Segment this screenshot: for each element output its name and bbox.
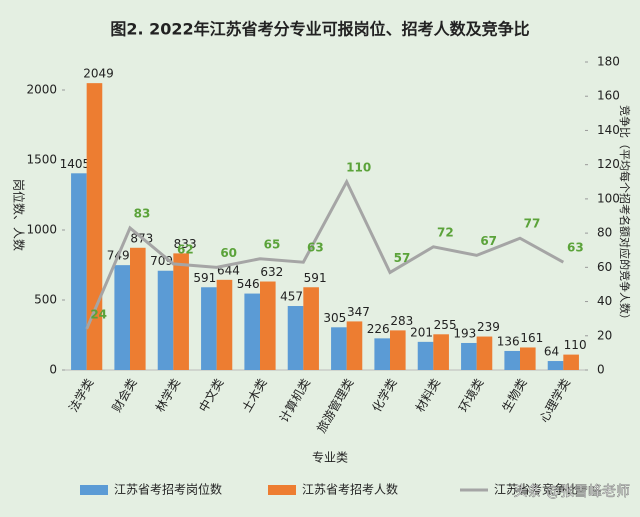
line-value-label: 60 xyxy=(220,246,237,260)
bar xyxy=(504,350,520,370)
bar-value-label: 64 xyxy=(544,345,559,359)
bar xyxy=(461,342,477,370)
bar xyxy=(287,306,304,370)
bar-value-label: 239 xyxy=(477,320,500,334)
bar xyxy=(303,287,319,370)
legend-swatch xyxy=(268,485,296,495)
x-tick-label: 化学类 xyxy=(369,376,400,415)
bar-value-label: 255 xyxy=(434,318,457,332)
y2-axis-title: 竞争比（平均每个招考名额对应的竞争人数） xyxy=(618,105,632,325)
line-value-label: 63 xyxy=(567,241,584,255)
line-value-label: 65 xyxy=(264,237,281,251)
line-value-label: 67 xyxy=(480,234,497,248)
bar-value-label: 1405 xyxy=(60,157,91,171)
line-value-label: 57 xyxy=(394,251,411,265)
legend-label: 江苏省考招考人数 xyxy=(302,482,398,497)
line xyxy=(85,178,565,330)
y-tick-label: 2000 xyxy=(26,83,57,97)
x-tick-label: 法学类 xyxy=(65,376,96,415)
bar xyxy=(563,354,579,370)
x-tick-label: 生物类 xyxy=(499,376,529,414)
y2-tick-label: 80 xyxy=(597,226,612,240)
line-value-label: 72 xyxy=(437,225,454,239)
bar-value-label: 161 xyxy=(520,331,543,345)
x-tick-label: 心理学类 xyxy=(536,376,573,425)
bar-value-label: 347 xyxy=(347,305,370,319)
bar-value-label: 283 xyxy=(390,314,413,328)
x-tick-label: 林学类 xyxy=(152,376,183,415)
bar-value-label: 833 xyxy=(174,237,197,251)
watermark: 头条 @张雪峰老师 xyxy=(514,483,630,500)
bar xyxy=(130,247,146,370)
y2-tick-label: 120 xyxy=(597,157,620,171)
x-tick-label: 计算机类 xyxy=(276,376,313,425)
bar xyxy=(520,347,536,370)
y2-tick-label: 160 xyxy=(597,89,620,103)
y-tick-label: 500 xyxy=(34,293,57,307)
chart-title: 图2. 2022年江苏省考分专业可报岗位、招考人数及竞争比 xyxy=(110,20,529,39)
bar-value-label: 110 xyxy=(564,338,587,352)
bar-value-label: 2049 xyxy=(83,67,114,81)
bar-value-label: 632 xyxy=(260,265,283,279)
line-value-label: 62 xyxy=(177,242,194,256)
bar-value-label: 305 xyxy=(323,311,346,325)
bar xyxy=(374,338,390,370)
bar xyxy=(547,361,564,370)
bar xyxy=(201,287,217,370)
bar xyxy=(331,327,347,370)
line-value-label: 24 xyxy=(90,307,107,321)
bar xyxy=(244,293,260,370)
bar-value-label: 226 xyxy=(367,322,390,336)
x-axis-title: 专业类 xyxy=(312,450,348,465)
legend-swatch xyxy=(80,485,108,495)
line-value-label: 83 xyxy=(134,206,151,220)
bar xyxy=(173,253,189,370)
bar xyxy=(71,173,87,370)
bar xyxy=(417,341,434,370)
y-tick-label: 0 xyxy=(49,363,57,377)
bar xyxy=(346,321,363,370)
y2-tick-label: 140 xyxy=(597,123,620,137)
x-tick-label: 环境类 xyxy=(455,376,486,415)
bar xyxy=(476,336,493,370)
x-tick-label: 旅游管理类 xyxy=(313,376,356,435)
y2-tick-label: 0 xyxy=(597,363,605,377)
line-value-label: 110 xyxy=(346,160,371,174)
y2-tick-label: 180 xyxy=(597,55,620,69)
y2-tick-label: 20 xyxy=(597,328,612,342)
bar-value-label: 136 xyxy=(497,334,520,348)
y-tick-label: 1000 xyxy=(26,223,57,237)
y-tick-label: 1500 xyxy=(26,153,57,167)
bar xyxy=(216,279,233,370)
x-tick-label: 财会类 xyxy=(109,376,139,414)
line-value-label: 63 xyxy=(307,241,324,255)
legend-label: 江苏省考竞争比 xyxy=(494,483,578,497)
y2-tick-label: 100 xyxy=(597,191,620,205)
bar-value-label: 591 xyxy=(193,271,216,285)
x-tick-label: 材料类 xyxy=(413,376,443,414)
x-tick-label: 土木类 xyxy=(239,376,269,414)
line-value-label: 77 xyxy=(524,217,541,231)
y2-tick-label: 40 xyxy=(597,294,612,308)
bar-value-label: 201 xyxy=(410,325,433,339)
bar-value-label: 193 xyxy=(453,326,476,340)
bar-value-label: 457 xyxy=(280,290,303,304)
bar-value-label: 546 xyxy=(237,277,260,291)
bar xyxy=(260,281,276,370)
bar xyxy=(114,265,130,370)
x-tick-label: 中文类 xyxy=(195,376,226,415)
legend-label: 江苏省考招考岗位数 xyxy=(114,482,222,497)
bar-value-label: 591 xyxy=(304,271,327,285)
y2-tick-label: 60 xyxy=(597,260,612,274)
y-axis-title: 岗位数、人数 xyxy=(12,179,27,251)
bar xyxy=(157,270,174,370)
bar xyxy=(390,330,406,370)
bar xyxy=(433,334,449,370)
